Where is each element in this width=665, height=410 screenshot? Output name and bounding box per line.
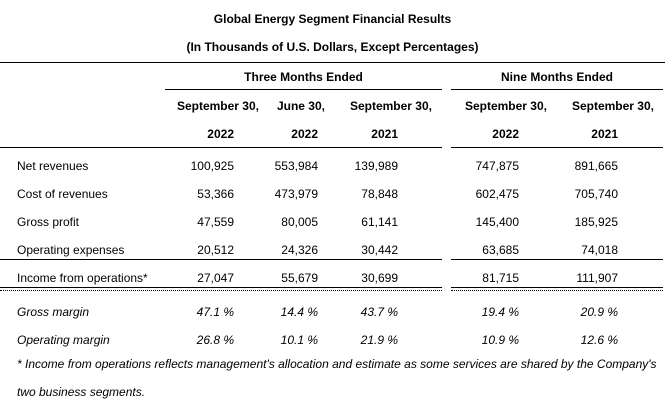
- cell-value: 20.9 %: [580, 305, 618, 319]
- cell-value: 553,984: [274, 159, 318, 173]
- cell-value: 12.6 %: [580, 333, 618, 347]
- subtotal-rule: [451, 259, 663, 260]
- spacer: [618, 264, 665, 292]
- cell-value: 705,740: [574, 187, 618, 201]
- top-rule: [0, 62, 665, 63]
- table-row: Gross profit 47,559 80,005 61,141 145,40…: [0, 208, 665, 236]
- table-row: Cost of revenues 53,366 473,979 78,848 6…: [0, 180, 665, 208]
- row-label: Gross profit: [17, 215, 80, 229]
- spacer: [618, 208, 665, 236]
- column-header-date: September 30,: [571, 99, 654, 113]
- header-rule: [0, 147, 442, 148]
- cell-value: 100,925: [190, 159, 234, 173]
- cell-value: 81,715: [482, 271, 519, 285]
- group-header-three-months: Three Months Ended: [244, 70, 363, 84]
- cell-value: 20,512: [197, 243, 234, 257]
- row-label: Operating expenses: [17, 243, 125, 257]
- spacer: [618, 152, 665, 180]
- cell-value: 473,979: [274, 187, 318, 201]
- row-label: Income from operations*: [17, 271, 148, 285]
- cell-value: 145,400: [475, 215, 519, 229]
- group-rule-three-months: [165, 89, 442, 90]
- cell-value: 24,326: [281, 243, 318, 257]
- table-row: Net revenues 100,925 553,984 139,989 747…: [0, 152, 665, 180]
- footnote-line: two business segments.: [17, 385, 146, 399]
- cell-value: 43.7 %: [360, 305, 398, 319]
- cell-value: 61,141: [361, 215, 398, 229]
- table-subtitle: (In Thousands of U.S. Dollars, Except Pe…: [186, 40, 479, 54]
- cell-value: 10.1 %: [280, 333, 318, 347]
- cell-value: 185,925: [574, 215, 618, 229]
- cell-value: 30,442: [361, 243, 398, 257]
- footnote-line: * Income from operations reflects manage…: [17, 357, 657, 371]
- header-rule: [451, 147, 663, 148]
- table-row: Operating margin 26.8 % 10.1 % 21.9 % 10…: [0, 326, 665, 354]
- cell-value: 747,875: [475, 159, 519, 173]
- table-row: Operating expenses 20,512 24,326 30,442 …: [0, 236, 665, 264]
- subtotal-rule: [0, 259, 442, 260]
- data-table: Net revenues 100,925 553,984 139,989 747…: [0, 152, 665, 354]
- table-row: Income from operations* 27,047 55,679 30…: [0, 264, 665, 292]
- column-header-date: September 30,: [464, 99, 547, 113]
- cell-value: 891,665: [574, 159, 618, 173]
- column-header-date: September 30,: [349, 99, 432, 113]
- spacer: [618, 180, 665, 208]
- cell-value: 21.9 %: [360, 333, 398, 347]
- cell-value: 30,699: [361, 271, 398, 285]
- spacer: [618, 292, 665, 326]
- column-header-date: September 30,: [176, 99, 259, 113]
- column-header-date: June 30,: [276, 99, 325, 113]
- cell-value: 47.1 %: [196, 305, 234, 319]
- table-title: Global Energy Segment Financial Results: [213, 12, 452, 26]
- cell-value: 139,989: [354, 159, 398, 173]
- cell-value: 19.4 %: [481, 305, 519, 319]
- cell-value: 14.4 %: [280, 305, 318, 319]
- cell-value: 602,475: [475, 187, 519, 201]
- total-rule: [0, 287, 442, 288]
- cell-value: 53,366: [197, 187, 234, 201]
- cell-value: 74,018: [581, 243, 618, 257]
- row-label: Cost of revenues: [17, 187, 108, 201]
- column-header-year: 2022: [492, 127, 519, 141]
- total-rule: [451, 287, 663, 288]
- column-header-year: 2022: [291, 127, 318, 141]
- spacer: [618, 236, 665, 264]
- margin-divider-rule: [451, 290, 663, 291]
- column-header-year: 2021: [371, 127, 398, 141]
- cell-value: 55,679: [281, 271, 318, 285]
- cell-value: 111,907: [576, 271, 618, 285]
- cell-value: 63,685: [482, 243, 519, 257]
- column-header-year: 2022: [207, 127, 234, 141]
- column-header-year: 2021: [591, 127, 618, 141]
- cell-value: 26.8 %: [196, 333, 234, 347]
- row-label: Gross margin: [17, 305, 90, 319]
- spacer: [618, 326, 665, 354]
- cell-value: 27,047: [197, 271, 234, 285]
- cell-value: 80,005: [281, 215, 318, 229]
- cell-value: 47,559: [197, 215, 234, 229]
- row-label: Operating margin: [17, 333, 110, 347]
- group-header-nine-months: Nine Months Ended: [501, 70, 613, 84]
- cell-value: 10.9 %: [481, 333, 519, 347]
- group-rule-nine-months: [451, 89, 663, 90]
- row-label: Net revenues: [17, 159, 89, 173]
- cell-value: 78,848: [361, 187, 398, 201]
- table-row: Gross margin 47.1 % 14.4 % 43.7 % 19.4 %…: [0, 292, 665, 326]
- margin-divider-rule: [0, 290, 442, 291]
